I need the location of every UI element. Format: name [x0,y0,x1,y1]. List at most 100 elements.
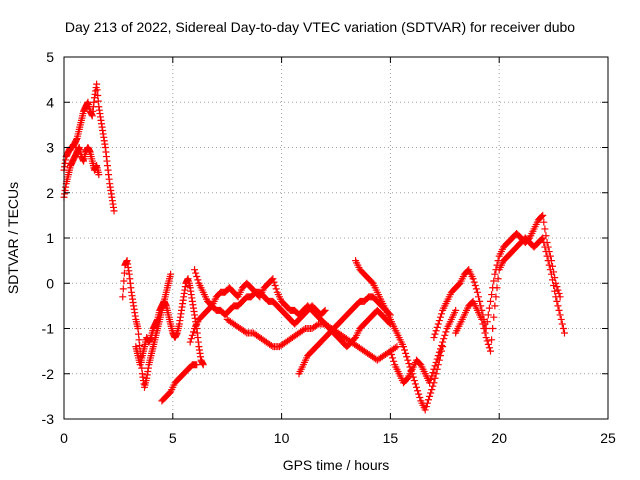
data-point [428,372,436,380]
data-point [399,343,407,351]
data-point [435,348,443,356]
x-axis-label: GPS time / hours [283,457,390,473]
data-point [547,270,555,278]
data-point [401,346,409,354]
series-track-b [60,144,103,201]
y-axis-ticks: -3 -2 -1 0 1 2 3 4 5 [42,49,608,427]
data-point [429,369,437,377]
data-point [433,355,441,363]
data-point [428,386,436,394]
data-point [551,287,559,295]
data-point [552,293,560,301]
data-point [553,283,561,291]
data-point [186,338,194,346]
data-point [120,269,128,277]
data-point [543,252,551,260]
data-point [167,270,175,278]
data-point [542,248,550,256]
y-axis-label: SDTVAR / TECUs [5,182,21,294]
data-point [481,329,489,337]
data-point [194,276,202,284]
y-tick-label: 1 [46,230,54,246]
data-point [493,284,501,292]
data-point [193,361,201,369]
y-tick-label: -3 [42,411,55,427]
x-tick-label: 15 [383,430,399,446]
series-track-h [223,315,401,364]
data-point [470,278,478,286]
data-point [432,370,440,378]
data-point [267,341,275,349]
data-point [431,362,439,370]
data-point [541,243,549,251]
y-tick-label: 2 [46,185,54,201]
data-point [436,313,444,321]
y-tick-label: -2 [42,366,55,382]
data-point [429,382,437,390]
y-tick-label: -1 [42,321,55,337]
data-point [430,334,438,342]
data-point [422,403,430,411]
data-point [199,361,207,369]
data-point [402,349,410,357]
data-point [488,291,496,299]
series-track-m [452,234,568,355]
data-point [541,225,549,233]
data-point [431,330,439,338]
data-point [405,360,413,368]
data-point [320,308,328,316]
data-point [415,390,423,398]
data-point [540,239,548,247]
data-point [423,399,431,407]
y-tick-label: 0 [46,275,54,291]
data-point [391,344,399,352]
y-tick-label: 3 [46,140,54,156]
data-point [484,311,492,319]
data-point [430,365,438,373]
series-track-e [158,361,201,405]
data-point [545,261,553,269]
chart-title: Day 213 of 2022, Sidereal Day-to-day VTE… [65,19,575,35]
data-point [482,334,490,342]
data-point [272,285,280,293]
data-point [485,344,493,352]
data-point [489,325,497,332]
series-track-a [60,80,118,215]
data-point [483,337,491,345]
data-point [269,275,277,283]
data-point [471,282,479,290]
data-point [441,331,449,339]
data-point [434,352,442,360]
x-tick-label: 5 [169,430,177,446]
data-point [119,293,127,301]
data-point [559,325,567,332]
data-point [414,387,422,395]
x-tick-label: 20 [491,430,507,446]
data-point [442,328,450,336]
data-point [486,297,494,305]
data-point [95,171,103,179]
data-point [479,320,487,328]
data-point [424,396,432,404]
data-point [544,257,552,265]
data-point [241,328,249,336]
data-point [411,380,419,388]
data-point [546,266,554,274]
data-point [271,282,279,290]
data-point [426,379,434,387]
data-point [486,347,494,355]
data-point [439,338,447,346]
data-point [409,373,417,381]
data-point [494,275,502,283]
data-point [404,356,412,364]
data-point [473,288,481,296]
data-point [433,323,441,331]
data-point [193,272,201,280]
data-point [539,234,547,242]
data-point [119,285,127,293]
data-point [549,276,557,284]
data-point [491,270,499,278]
data-point [555,306,563,314]
data-point [270,278,278,286]
